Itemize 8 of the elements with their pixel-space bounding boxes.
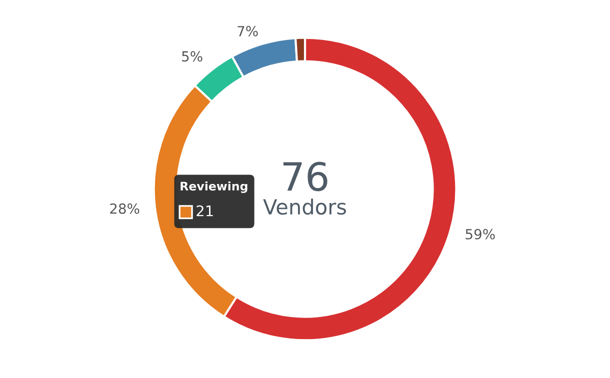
slice-label: Reviewing (180, 181, 248, 193)
text: 21 (196, 205, 213, 216)
data-label: 59% (466, 228, 495, 240)
text: Vendors (263, 198, 346, 215)
text: 76 (283, 162, 328, 192)
data-label: 7% (238, 26, 258, 36)
data-label: 28% (110, 203, 140, 214)
data-label: 5% (182, 51, 202, 62)
